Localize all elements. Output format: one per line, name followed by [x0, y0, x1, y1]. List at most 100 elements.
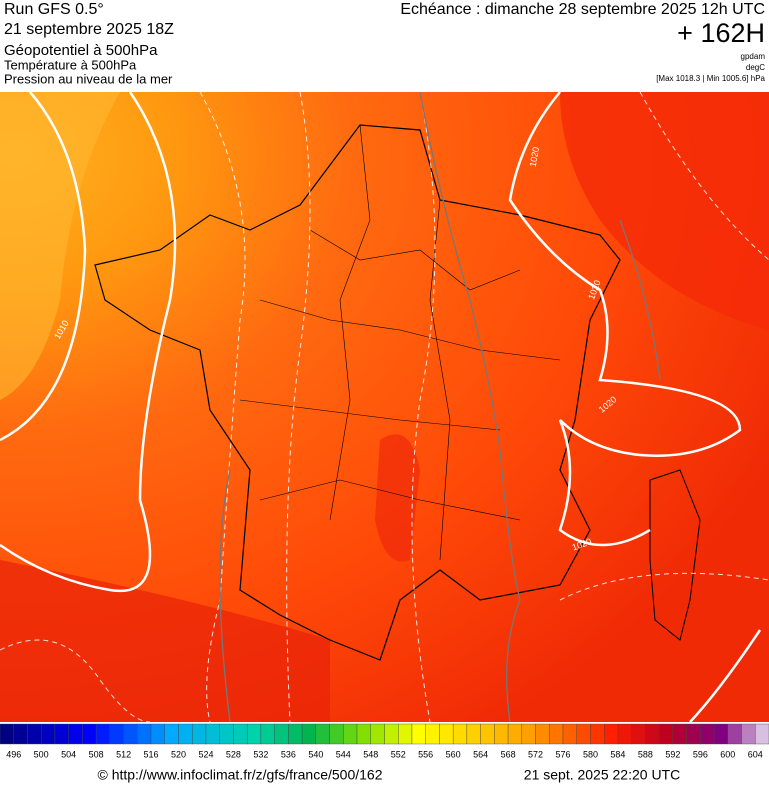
- scale-label: 496: [6, 749, 21, 759]
- scale-swatch: [343, 723, 358, 745]
- scale-label: 604: [748, 749, 763, 759]
- scale-swatch: [521, 723, 536, 745]
- department-borders: [239, 124, 561, 561]
- scale-label: 596: [693, 749, 708, 759]
- scale-swatch: [274, 723, 289, 745]
- scale-swatch: [590, 723, 605, 745]
- scale-swatch: [13, 723, 28, 745]
- source-url: © http://www.infoclimat.fr/z/gfs/france/…: [98, 767, 383, 783]
- scale-swatch: [123, 723, 138, 745]
- scale-swatch: [384, 723, 399, 745]
- scale-label: 504: [61, 749, 76, 759]
- scale-swatch: [617, 723, 632, 745]
- cool-area: [0, 92, 120, 400]
- scale-label: 548: [363, 749, 378, 759]
- scale-swatch: [755, 723, 769, 745]
- scale-label: 584: [610, 749, 625, 759]
- unit: gpdam: [741, 52, 766, 61]
- field-label: Température à 500hPa: [4, 57, 137, 72]
- scale-swatch: [535, 723, 550, 745]
- scale-swatch: [27, 723, 42, 745]
- scale-label: 564: [473, 749, 488, 759]
- scale-swatch: [95, 723, 111, 745]
- scale-swatch: [315, 723, 330, 745]
- scale-swatch: [68, 723, 83, 745]
- scale-swatch: [576, 723, 591, 745]
- run-date: 21 septembre 2025 18Z: [4, 21, 174, 38]
- scale-swatch: [109, 723, 124, 745]
- scale-label: 572: [528, 749, 543, 759]
- scale-swatch: [40, 723, 56, 745]
- scale-swatch: [164, 723, 179, 745]
- scale-swatch: [480, 723, 495, 745]
- scale-swatch: [411, 723, 426, 745]
- scale-swatch: [150, 723, 165, 745]
- scale-swatch: [233, 723, 248, 745]
- scale-swatch: [370, 723, 385, 745]
- scale-label: 568: [501, 749, 516, 759]
- generated-time: 21 sept. 2025 22:20 UTC: [524, 767, 680, 783]
- scale-swatch: [82, 723, 97, 745]
- scale-label: 536: [281, 749, 296, 759]
- scale-swatch: [301, 723, 317, 745]
- scale-swatch: [700, 723, 715, 745]
- scale-swatch: [137, 723, 152, 745]
- scale-label: 524: [198, 749, 213, 759]
- scale-swatch: [288, 723, 303, 745]
- lead-time: + 162H: [677, 18, 765, 48]
- scale-swatch: [452, 723, 468, 745]
- scale-swatch: [0, 723, 14, 745]
- scale-swatch: [205, 723, 220, 745]
- warm-area: [560, 92, 769, 330]
- field-label: Pression au niveau de la mer: [4, 71, 173, 86]
- scale-swatch: [260, 723, 275, 745]
- scale-swatch: [713, 723, 729, 745]
- echeance: Echéance : dimanche 28 septembre 2025 12…: [400, 1, 765, 18]
- warm-area: [375, 434, 420, 562]
- unit: degC: [746, 63, 765, 72]
- map: 1020 1010 1020 1020 1020: [0, 91, 769, 723]
- scale-label: 516: [144, 749, 159, 759]
- corsica: [649, 469, 701, 641]
- scale-label: 588: [638, 749, 653, 759]
- scale-swatch: [439, 723, 454, 745]
- scale-label: 576: [556, 749, 571, 759]
- scale-swatch: [329, 723, 344, 745]
- scale-label: 508: [89, 749, 104, 759]
- scale-label: 540: [308, 749, 323, 759]
- scale-swatch: [356, 723, 371, 745]
- scale-label: 556: [418, 749, 433, 759]
- pressure-range: [Max 1018.3 | Min 1005.6] hPa: [656, 74, 765, 83]
- scale-swatch: [645, 723, 660, 745]
- scale-swatch: [398, 723, 413, 745]
- scale-label: 532: [253, 749, 268, 759]
- scale-swatch: [54, 723, 69, 745]
- scale-swatch: [507, 723, 523, 745]
- scale-swatch: [425, 723, 440, 745]
- scale-swatch: [549, 723, 564, 745]
- scale-label: 580: [583, 749, 598, 759]
- scale-swatch: [604, 723, 619, 745]
- scale-label: 600: [720, 749, 735, 759]
- scale-swatch: [178, 723, 193, 745]
- scale-swatch: [192, 723, 207, 745]
- isobars: [0, 91, 762, 723]
- warm-area: [0, 560, 330, 722]
- scale-label: 500: [34, 749, 49, 759]
- scale-swatch: [562, 723, 577, 745]
- scale-swatch: [494, 723, 509, 745]
- scale-swatch: [686, 723, 701, 745]
- isobar-label: 1020: [528, 146, 541, 167]
- scale-label: 560: [446, 749, 461, 759]
- scale-swatch: [741, 723, 756, 745]
- france-outline: [94, 124, 621, 661]
- pressure-lines: [219, 91, 661, 723]
- scale-swatch: [219, 723, 234, 745]
- color-scale: 496 500 504 508 512 516 520 524 528 532 536 540 544 5…: [0, 723, 769, 759]
- field-label: Géopotentiel à 500hPa: [4, 42, 158, 59]
- scale-swatch: [246, 723, 262, 745]
- run-title: Run GFS 0.5°: [4, 1, 104, 18]
- scale-swatch: [658, 723, 674, 745]
- isotherms: [0, 91, 769, 723]
